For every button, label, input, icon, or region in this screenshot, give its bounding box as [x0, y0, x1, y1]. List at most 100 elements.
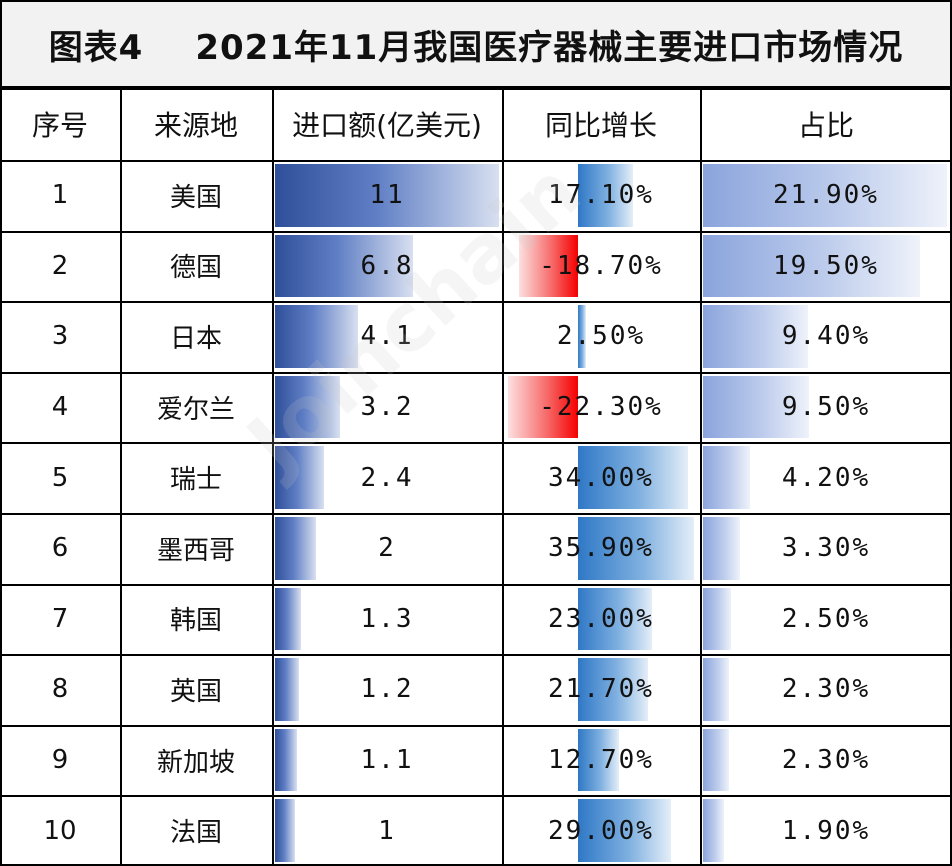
growth-label: 34.00% [548, 462, 654, 493]
origin-column-header: 来源地 [153, 109, 238, 142]
amount-bar [275, 164, 499, 227]
share-label: 9.50% [781, 392, 871, 423]
row-divider [0, 864, 952, 866]
row-divider [0, 371, 952, 374]
row-divider [0, 795, 952, 798]
amount-label: 3.2 [360, 392, 414, 423]
origin-cell: 韩国 [169, 606, 222, 637]
share-label: 2.50% [781, 603, 871, 634]
amount-label: 1.1 [360, 745, 414, 776]
share-label: 2.30% [781, 674, 871, 705]
row-divider [0, 88, 952, 90]
growth-label: 2.50% [556, 321, 646, 352]
share-label: 4.20% [781, 462, 871, 493]
share-column-header: 占比 [797, 109, 854, 142]
amount-label: 1 [378, 815, 396, 846]
share-bar [703, 517, 740, 580]
growth-bar [578, 658, 648, 721]
rank-column-header: 序号 [31, 109, 88, 142]
amount-label: 1.3 [360, 603, 414, 634]
column-divider [700, 88, 702, 866]
share-label: 9.40% [781, 321, 871, 352]
growth-bar [578, 799, 672, 862]
amount-column-header: 进口额(亿美元) [292, 109, 482, 142]
row-divider [0, 230, 952, 233]
title-prefix: 图表4 [48, 27, 144, 68]
row-divider [0, 583, 952, 586]
table-title: 图表4 2021年11月我国医疗器械主要进口市场情况 [0, 0, 952, 88]
growth-bar [578, 517, 694, 580]
origin-cell: 新加坡 [156, 747, 235, 778]
row-divider [0, 160, 952, 162]
growth-bar [519, 234, 578, 298]
origin-cell: 美国 [169, 182, 222, 213]
share-bar [703, 446, 750, 509]
amount-label: 11 [369, 180, 405, 211]
growth-label: 21.70% [548, 674, 654, 705]
amount-label: 4.1 [360, 321, 414, 352]
share-label: 2.30% [781, 745, 871, 776]
amount-bar [275, 446, 324, 509]
row-divider [0, 442, 952, 445]
column-divider [502, 88, 504, 866]
share-bar [703, 658, 729, 721]
amount-label: 6.8 [360, 250, 414, 281]
share-label: 21.90% [773, 180, 879, 211]
share-bar [703, 375, 809, 439]
origin-cell: 爱尔兰 [156, 394, 235, 425]
share-bar [703, 728, 729, 792]
amount-bar [275, 728, 298, 792]
rank-cell: 8 [51, 674, 69, 705]
origin-cell: 日本 [169, 323, 222, 354]
growth-bar [578, 728, 619, 792]
row-divider [0, 654, 952, 657]
rank-cell: 4 [51, 392, 69, 423]
growth-label: 12.70% [548, 745, 654, 776]
share-bar [703, 164, 947, 227]
growth-label: 23.00% [548, 603, 654, 634]
rank-cell: 6 [51, 533, 69, 564]
column-divider [950, 88, 952, 866]
column-divider [120, 88, 122, 866]
rank-cell: 3 [51, 321, 69, 352]
column-divider [0, 88, 2, 866]
amount-bar [275, 234, 414, 298]
amount-label: 1.2 [360, 674, 414, 705]
amount-label: 2.4 [360, 462, 414, 493]
growth-label: -22.30% [539, 392, 663, 423]
amount-bar [275, 305, 359, 368]
amount-bar [275, 799, 296, 862]
amount-bar [275, 658, 300, 721]
amount-bar [275, 587, 302, 651]
growth-bar [578, 446, 688, 509]
growth-label: -18.70% [539, 250, 663, 281]
share-bar [703, 234, 921, 298]
rank-cell: 10 [43, 815, 77, 846]
title-text: 2021年11月我国医疗器械主要进口市场情况 [195, 27, 904, 68]
rank-cell: 2 [51, 250, 69, 281]
origin-cell: 德国 [169, 253, 222, 284]
growth-bar [508, 375, 578, 439]
growth-bar [578, 305, 587, 368]
growth-label: 29.00% [548, 815, 654, 846]
rank-cell: 5 [51, 462, 69, 493]
growth-label: 17.10% [548, 180, 654, 211]
growth-column-header: 同比增长 [544, 109, 657, 142]
origin-cell: 英国 [169, 676, 222, 707]
share-label: 19.50% [773, 250, 879, 281]
column-divider [272, 88, 274, 866]
share-label: 1.90% [781, 815, 871, 846]
growth-label: 35.90% [548, 533, 654, 564]
rank-cell: 1 [51, 180, 69, 211]
amount-bar [275, 375, 341, 439]
growth-bar [578, 587, 653, 651]
origin-cell: 瑞士 [169, 465, 222, 496]
share-bar [703, 305, 808, 368]
rank-cell: 9 [51, 745, 69, 776]
amount-label: 2 [378, 533, 396, 564]
growth-bar [578, 164, 634, 227]
share-label: 3.30% [781, 533, 871, 564]
row-divider [0, 724, 952, 727]
origin-cell: 法国 [169, 818, 222, 849]
row-divider [0, 513, 952, 515]
